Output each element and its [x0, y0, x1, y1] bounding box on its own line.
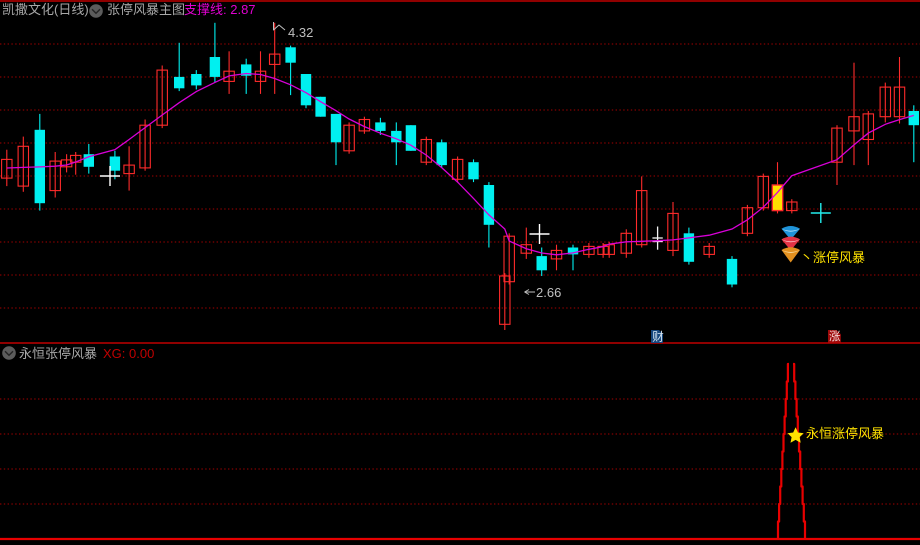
- svg-text:XG: 0.00: XG: 0.00: [103, 346, 154, 361]
- svg-text:涨: 涨: [829, 330, 841, 343]
- svg-text:2.66: 2.66: [536, 285, 561, 300]
- svg-text:支撑线: 2.87: 支撑线: 2.87: [184, 2, 256, 17]
- svg-text:永恒涨停风暴: 永恒涨停风暴: [806, 426, 884, 441]
- svg-text:丶涨停风暴: 丶涨停风暴: [800, 250, 865, 265]
- svg-text:凯撒文化(日线): 凯撒文化(日线): [2, 2, 89, 17]
- svg-text:4.32: 4.32: [288, 25, 313, 40]
- svg-text:永恒张停风暴: 永恒张停风暴: [19, 346, 97, 361]
- svg-text:张停风暴主图: 张停风暴主图: [107, 2, 185, 17]
- svg-text:财: 财: [652, 330, 664, 344]
